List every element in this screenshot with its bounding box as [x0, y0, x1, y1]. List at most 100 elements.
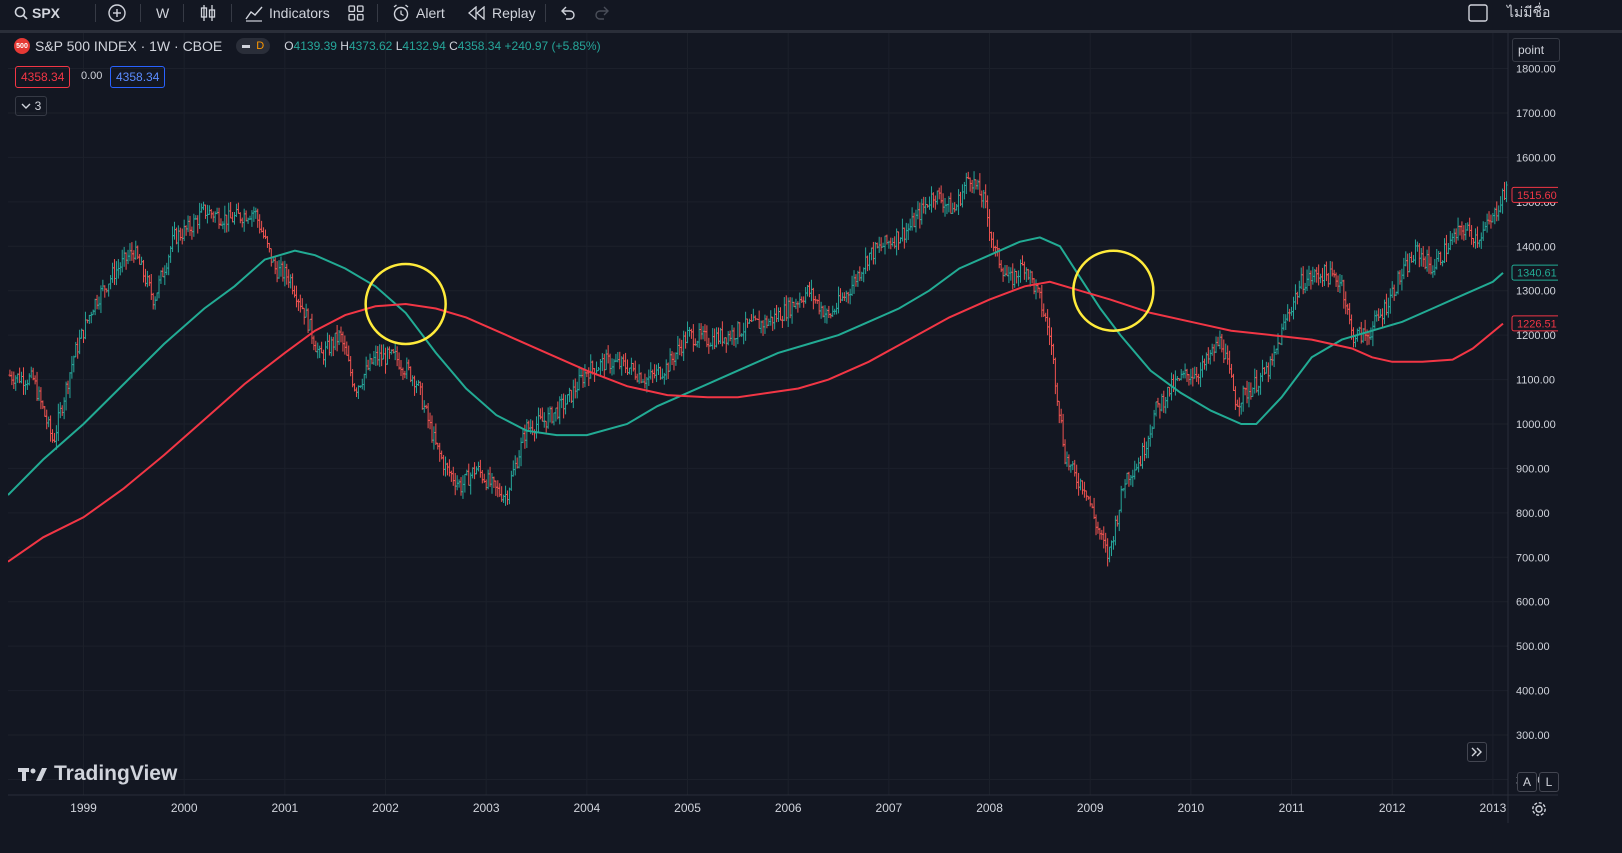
price-scale-mode-button[interactable]: point [1512, 38, 1560, 62]
symbol-legend[interactable]: 500 S&P 500 INDEX · 1W · CBOE D O4139.39… [14, 38, 601, 54]
redo-button[interactable] [595, 0, 611, 26]
square-icon [1468, 4, 1488, 22]
time-tick-label: 2005 [674, 801, 701, 815]
ma-fast-tag-box [1511, 264, 1558, 281]
tradingview-wordmark: TradingView [54, 762, 178, 785]
settings-button[interactable] [1531, 801, 1547, 822]
auto-scale-label: A [1522, 775, 1531, 789]
indicator-count: 3 [34, 99, 42, 113]
market-status-badge[interactable]: D [236, 38, 271, 54]
close-key: C [449, 39, 458, 53]
price-bars [8, 171, 1508, 567]
price-tick-label: 1800.00 [1516, 64, 1556, 76]
sell-price-button[interactable]: 4358.34 [15, 66, 71, 88]
redo-icon [595, 6, 609, 20]
ma-slow-tag: 1226.51 [1517, 318, 1557, 330]
time-tick-label: 2000 [171, 801, 198, 815]
toolbar-divider [231, 4, 232, 22]
layout-toggle-button[interactable] [1468, 0, 1488, 26]
high-key: H [340, 39, 349, 53]
ma-fast-tag: 1340.61 [1517, 268, 1557, 280]
chart-type-button[interactable] [200, 0, 216, 26]
price-tick-label: 800.00 [1516, 508, 1550, 520]
chart-background [8, 33, 1558, 823]
time-tick-label: 1999 [70, 801, 97, 815]
toolbar-divider [140, 4, 141, 22]
price-scale-mode-label: point [1518, 43, 1545, 57]
top-toolbar: SPX W Indicators Alert Replay ไม่มีชื่อ [0, 0, 1622, 33]
highlight-circles [364, 249, 1155, 346]
add-circle-icon [108, 4, 126, 22]
time-tick-label: 2011 [1279, 801, 1305, 815]
compare-button[interactable] [108, 0, 126, 26]
time-tick-label: 2002 [372, 801, 399, 815]
indicators-button[interactable]: Indicators [245, 0, 330, 26]
price-tick-label: 1200.00 [1516, 330, 1556, 342]
symbol-search-button[interactable]: SPX [14, 0, 60, 26]
price-tags: 1515.60 1340.61 1226.51 [1511, 186, 1558, 332]
close-value: 4358.34 [457, 39, 502, 53]
time-tick-label: 2007 [876, 801, 903, 815]
price-tick-label: 1100.00 [1516, 375, 1555, 387]
undo-button[interactable] [559, 0, 575, 26]
layout-name-label: ไม่มีชื่อ [1507, 4, 1551, 20]
spread-value: 0.00 [81, 70, 103, 82]
interval-label: W [156, 5, 170, 21]
time-tick-label: 2006 [775, 801, 802, 815]
indicator-toggle-button[interactable]: 3 [15, 96, 47, 116]
layouts-button[interactable] [348, 0, 364, 26]
time-axis[interactable]: 1999 2000 2001 2002 2003 2004 2005 2006 2007 2008… [70, 801, 1506, 815]
log-scale-label: L [1545, 775, 1553, 789]
highlight-circle [1072, 249, 1155, 332]
chart-grid [8, 33, 1508, 795]
alert-label: Alert [416, 5, 445, 21]
time-tick-label: 2004 [574, 801, 601, 815]
time-tick-label: 2013 [1480, 801, 1507, 815]
gear-icon [1532, 802, 1546, 816]
price-tick-label: 1300.00 [1516, 286, 1556, 298]
price-tick-label: 1000.00 [1516, 419, 1556, 431]
rewind-icon [468, 6, 485, 20]
buy-price-button[interactable]: 4358.34 [110, 66, 166, 88]
tradingview-logo[interactable]: TradingView [18, 762, 177, 786]
price-tick-label: 1600.00 [1516, 152, 1556, 164]
alert-button[interactable]: Alert [392, 0, 445, 26]
alarm-clock-icon [393, 4, 409, 22]
layout-name-button[interactable]: ไม่มีชื่อ [1507, 0, 1550, 26]
sell-price: 4358.34 [21, 70, 65, 84]
ma-slow-line [8, 280, 1504, 563]
highlight-circle [364, 262, 447, 346]
toolbar-divider [183, 4, 184, 22]
time-tick-label: 2012 [1379, 801, 1406, 815]
ma-slow-tag-box [1511, 315, 1558, 332]
low-value: 4132.94 [402, 39, 446, 53]
price-tick-label: 1400.00 [1516, 241, 1556, 253]
scroll-to-realtime-button[interactable] [1467, 742, 1487, 762]
price-tick-label: 900.00 [1516, 463, 1550, 475]
last-price-tag: 1515.60 [1517, 190, 1557, 202]
toolbar-divider [545, 4, 546, 22]
auto-scale-button[interactable]: A [1517, 772, 1537, 792]
tradingview-logo-icon [18, 768, 47, 781]
indicators-label: Indicators [269, 5, 330, 21]
replay-button[interactable]: Replay [468, 0, 536, 26]
double-chevron-right-icon [1471, 747, 1482, 757]
time-tick-label: 2010 [1178, 801, 1205, 815]
symbol-title: S&P 500 INDEX · 1W · CBOE [35, 38, 223, 54]
indicators-icon [245, 6, 263, 22]
high-value: 4373.62 [348, 39, 393, 53]
change-value: +240.97 (+5.85%) [504, 39, 601, 53]
chevron-down-icon [21, 103, 31, 109]
log-scale-button[interactable]: L [1539, 772, 1559, 792]
toolbar-divider [377, 4, 378, 22]
search-icon [14, 6, 28, 20]
price-tick-label: 600.00 [1516, 597, 1550, 609]
price-tick-label: 1700.00 [1516, 108, 1556, 120]
price-tick-label: 300.00 [1516, 730, 1550, 742]
price-chart[interactable]: 200.00300.00400.00500.00600.00700.00800.… [8, 33, 1558, 823]
interval-button[interactable]: W [156, 0, 169, 26]
symbol-label: SPX [32, 5, 61, 21]
open-value: 4139.39 [293, 39, 337, 53]
price-tick-label: 700.00 [1516, 552, 1550, 564]
ohlc-values: O4139.39 H4373.62 L4132.94 C4358.34 +240… [284, 39, 600, 53]
